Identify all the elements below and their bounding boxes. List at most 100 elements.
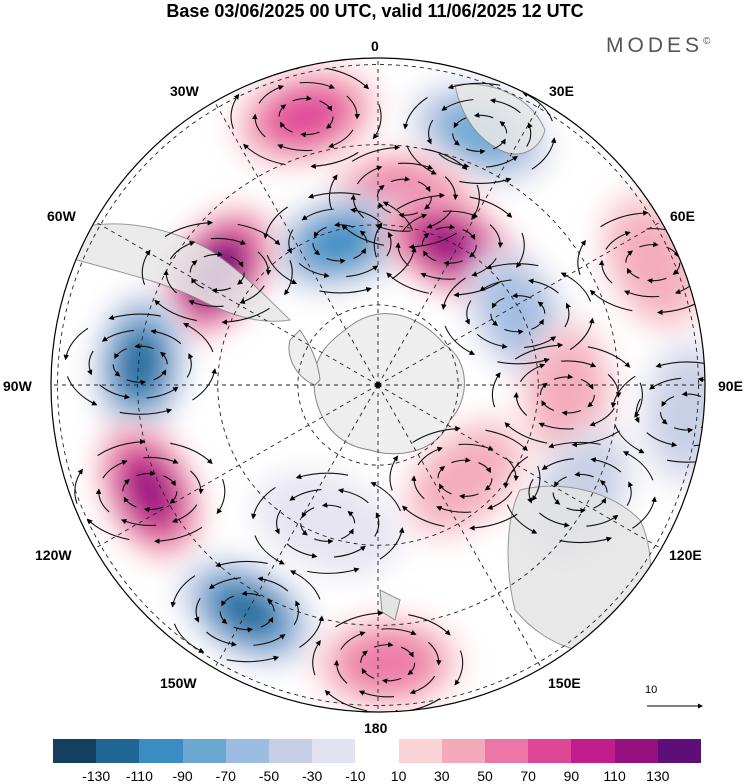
colorbar-swatch <box>398 739 442 763</box>
wind-vector <box>700 417 705 429</box>
wind-vectors <box>63 64 750 712</box>
wind-vector <box>649 377 682 390</box>
wind-vector <box>208 577 241 590</box>
wind-vector <box>203 251 224 258</box>
wind-vector <box>589 289 633 312</box>
wind-vector <box>489 224 504 249</box>
wind-vector <box>361 667 375 679</box>
wind-vector <box>258 85 284 104</box>
wind-vector <box>469 245 477 258</box>
label-lon-120w: 120W <box>35 547 72 563</box>
wind-vector <box>373 222 383 258</box>
antarctica-landmass <box>288 313 465 455</box>
wind-vector <box>257 576 289 592</box>
wind-vector <box>66 376 98 406</box>
wind-vector <box>340 528 354 540</box>
wind-vector <box>487 491 513 510</box>
wind-vector <box>569 317 595 351</box>
wind-vector <box>681 391 702 398</box>
wind-vector <box>253 634 286 646</box>
wind-vector <box>506 504 538 534</box>
wind-vector <box>266 254 298 285</box>
wind-vector <box>409 675 436 695</box>
wind-vector <box>159 351 168 365</box>
wind-vector <box>479 279 512 292</box>
wind-vector <box>241 590 261 597</box>
colorbar-swatch <box>657 739 702 763</box>
wind-vector <box>577 239 587 276</box>
wind-vector <box>484 478 493 491</box>
wind-vector <box>230 256 244 268</box>
wind-vector <box>313 538 334 545</box>
wind-vector <box>672 262 681 275</box>
wind-vector <box>326 67 369 90</box>
wind-vector <box>553 373 574 380</box>
wind-vector <box>625 250 634 263</box>
wind-vector <box>441 277 466 310</box>
brand-name: MODES <box>606 34 704 57</box>
meridian-line <box>214 384 379 669</box>
wind-vector <box>469 513 518 531</box>
wind-vector <box>497 357 550 365</box>
colorbar-tick-label: 90 <box>563 768 580 784</box>
wind-vector <box>391 698 441 712</box>
wind-vector <box>491 372 501 408</box>
wind-vector <box>337 488 369 504</box>
colorbar-swatch <box>182 739 226 763</box>
wind-vector <box>408 232 457 250</box>
wind-vector <box>505 457 519 482</box>
wind-vector <box>299 615 324 648</box>
wind-vector <box>504 422 548 444</box>
wind-vector <box>605 231 631 250</box>
wind-vector <box>476 333 508 349</box>
wind-vector <box>566 507 586 514</box>
wind-vector <box>499 121 508 134</box>
wind-vector <box>301 208 334 221</box>
wind-vector <box>122 479 131 492</box>
wind-vector <box>442 210 479 218</box>
wind-vector <box>408 614 451 636</box>
wind-vector <box>190 470 204 495</box>
wind-vector <box>655 361 705 368</box>
wind-vector <box>136 470 156 477</box>
wind-vector <box>459 493 479 500</box>
colorbar-swatch <box>139 739 183 763</box>
wind-vector <box>312 242 321 256</box>
wind-vector <box>734 402 738 425</box>
wind-vector <box>522 92 553 122</box>
wind-vector <box>398 212 419 219</box>
wind-vector <box>465 148 486 155</box>
wind-vector <box>347 510 356 524</box>
wind-vector <box>580 378 594 390</box>
wind-vector <box>720 250 728 284</box>
wind-vector <box>485 263 539 270</box>
wind-vector <box>423 250 436 262</box>
wind-vector <box>154 526 203 544</box>
negative-anomaly <box>91 288 189 441</box>
negative-anomaly <box>639 336 705 488</box>
wind-vector <box>587 394 595 408</box>
map-boundary <box>50 57 706 713</box>
label-lon-60w: 60W <box>47 208 76 224</box>
colorbar-swatch <box>225 739 270 763</box>
wind-vector <box>379 527 405 560</box>
wind-vector <box>221 595 234 607</box>
wind-vector <box>186 353 194 378</box>
wind-vector <box>266 599 275 612</box>
wind-vector <box>452 133 460 146</box>
meridian-line <box>214 101 379 386</box>
wind-vector <box>150 328 182 345</box>
colorbar-tick-label: 70 <box>520 768 536 784</box>
wind-vector <box>740 417 750 448</box>
colorbar-swatch <box>269 739 313 763</box>
wind-vector <box>216 478 226 515</box>
wind-vector <box>528 278 559 294</box>
wind-vector <box>389 455 399 491</box>
wind-vector <box>295 472 349 480</box>
wind-vector <box>610 375 636 409</box>
wind-vector <box>171 504 198 523</box>
meridian-line <box>94 221 379 386</box>
wind-vector <box>260 616 274 628</box>
wind-vector <box>210 237 247 245</box>
